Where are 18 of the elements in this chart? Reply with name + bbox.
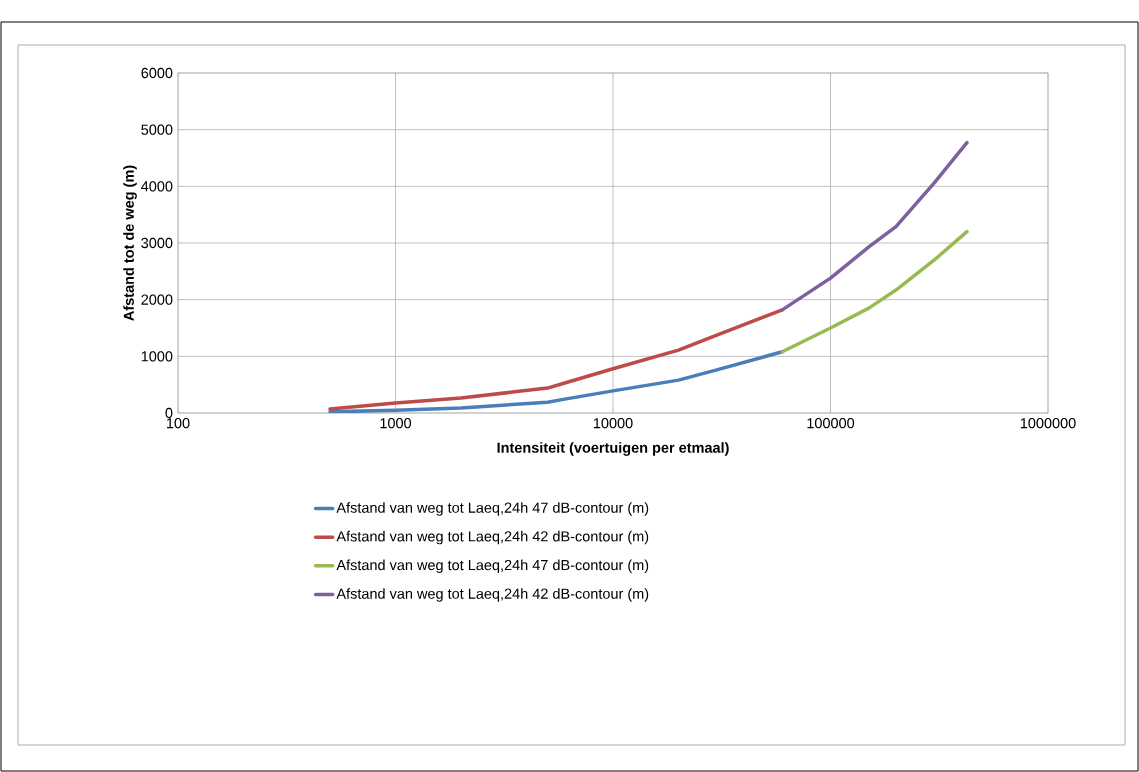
legend-label: Afstand van weg tot Laeq,24h 42 dB-contour (m) bbox=[336, 530, 649, 545]
x-axis-title: Intensiteit (voertuigen per etmaal) bbox=[497, 442, 729, 456]
y-tick-label: 0 bbox=[165, 407, 173, 419]
x-tick-label: 100000 bbox=[807, 418, 855, 429]
y-tick-label: 2000 bbox=[141, 294, 173, 305]
x-tick-label: 1000000 bbox=[1020, 418, 1076, 429]
x-tick-label: 10000 bbox=[593, 418, 633, 429]
y-tick-label: 1000 bbox=[141, 351, 173, 362]
y-tick-label: 3000 bbox=[141, 237, 173, 249]
y-axis-title: Afstand tot de weg (m) bbox=[123, 165, 137, 321]
y-tick-label: 4000 bbox=[141, 181, 173, 192]
legend-label: Afstand van weg tot Laeq,24h 47 dB-contour (m) bbox=[336, 502, 649, 516]
y-tick-label: 6000 bbox=[141, 67, 173, 79]
y-tick-label: 5000 bbox=[141, 124, 173, 135]
legend-label: Afstand van weg tot Laeq,24h 47 dB-contour (m) bbox=[336, 559, 649, 574]
legend-label: Afstand van weg tot Laeq,24h 42 dB-contour (m) bbox=[336, 588, 649, 602]
x-tick-label: 100 bbox=[167, 418, 190, 429]
x-tick-label: 1000 bbox=[380, 418, 412, 429]
